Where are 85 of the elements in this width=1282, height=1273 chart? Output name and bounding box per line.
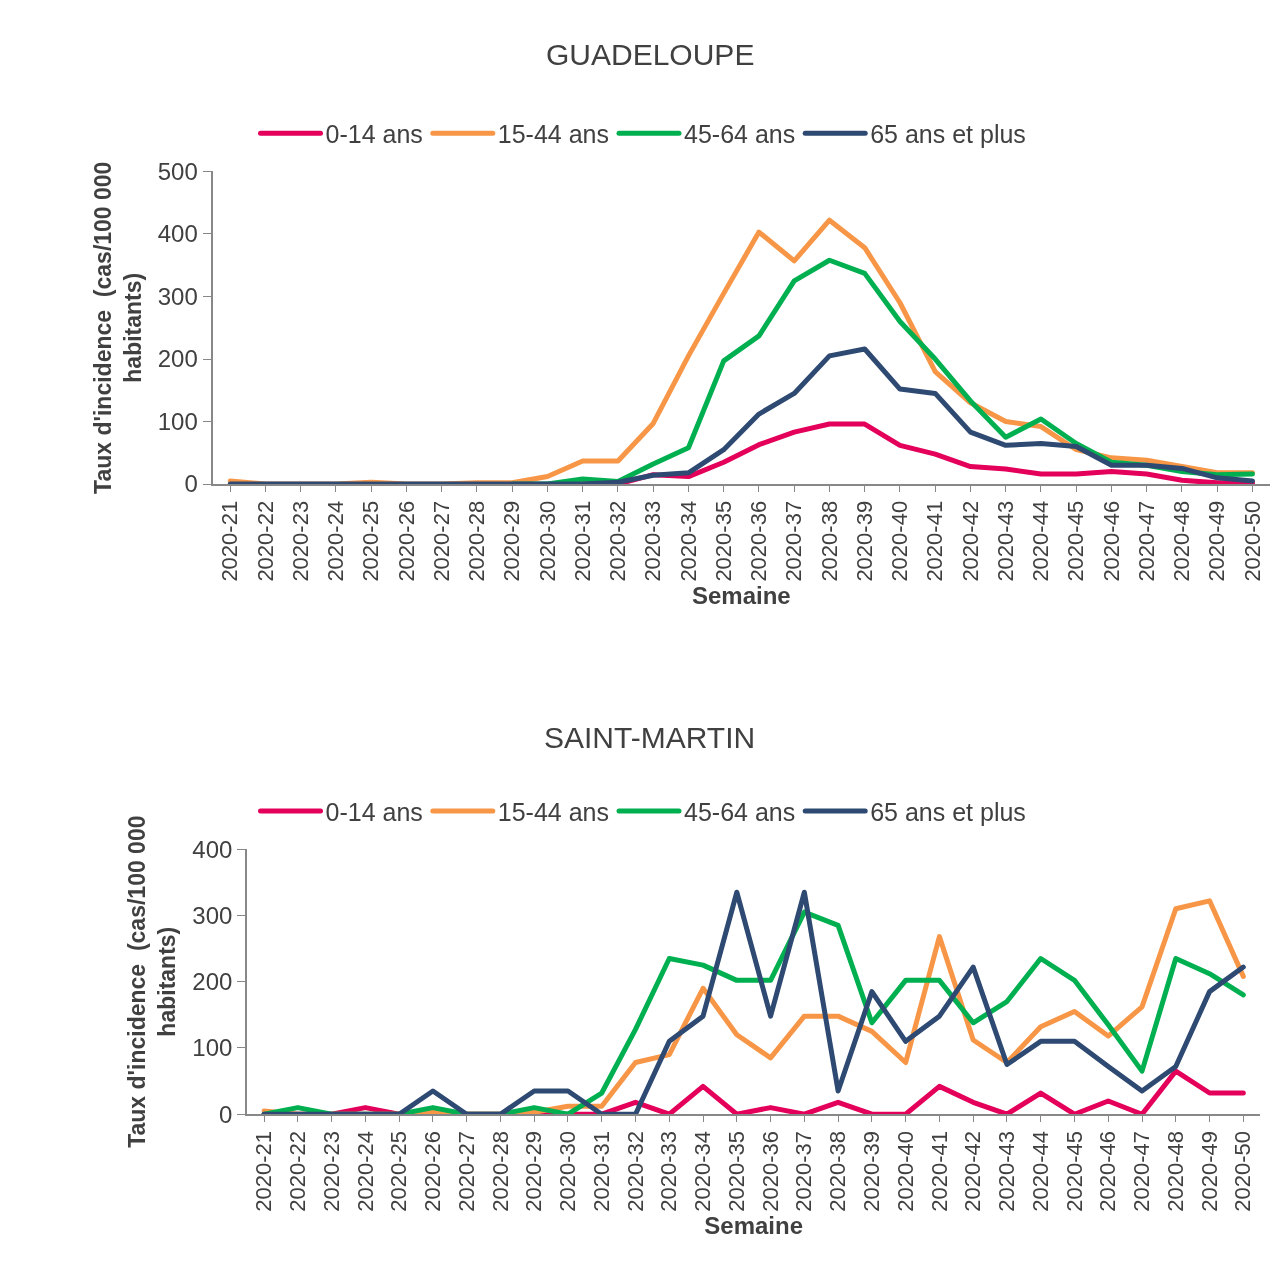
x-tick-label: 2020-30 (555, 1131, 581, 1212)
x-tick-label: 2020-48 (1162, 1131, 1188, 1212)
x-tick-label: 2020-26 (420, 1131, 446, 1212)
x-tick-label: 2020-24 (352, 1131, 378, 1212)
x-tick-label: 2020-29 (521, 1131, 547, 1212)
x-tick-label: 2020-38 (816, 500, 842, 582)
x-tick-label: 2020-43 (992, 500, 1018, 582)
y-tick-label: 400 (157, 220, 198, 248)
x-tick-label: 2020-33 (640, 500, 666, 582)
x-tick-label: 2020-22 (284, 1131, 310, 1212)
x-tick-label: 2020-29 (499, 500, 525, 582)
y-axis-title: Taux d'incidence (cas/100 000 habitants) (89, 161, 146, 494)
x-tick-label: 2020-24 (323, 500, 349, 582)
x-tick-label: 2020-21 (217, 500, 243, 582)
y-tick-label: 0 (184, 470, 198, 498)
x-axis-title: Semaine (704, 1211, 804, 1239)
x-tick-label: 2020-45 (1061, 1131, 1087, 1212)
x-tick-label: 2020-27 (453, 1131, 479, 1212)
x-tick-label: 2020-41 (926, 1131, 952, 1212)
y-tick-label: 200 (192, 968, 233, 996)
x-tick-label: 2020-46 (1098, 500, 1124, 582)
x-tick-label: 2020-39 (851, 500, 877, 582)
legend-label: 0-14 ans (325, 120, 423, 149)
y-tick-label: 200 (157, 345, 198, 373)
x-tick-label: 2020-47 (1133, 500, 1159, 582)
x-tick-label: 2020-43 (994, 1131, 1020, 1212)
y-tick-label: 300 (157, 282, 198, 310)
x-tick-label: 2020-28 (464, 500, 490, 582)
x-tick-label: 2020-31 (569, 500, 595, 582)
x-tick-label: 2020-25 (386, 1131, 412, 1212)
x-tick-label: 2020-44 (1027, 1131, 1053, 1212)
x-tick-label: 2020-22 (252, 500, 278, 582)
x-tick-label: 2020-28 (487, 1131, 513, 1212)
chart-title: SAINT-MARTIN (544, 721, 756, 754)
x-tick-label: 2020-23 (287, 500, 313, 582)
x-tick-label: 2020-34 (690, 1131, 716, 1212)
x-tick-label: 2020-38 (825, 1131, 851, 1212)
x-tick-label: 2020-33 (656, 1131, 682, 1212)
x-tick-label: 2020-41 (922, 500, 948, 582)
x-tick-label: 2020-48 (1169, 500, 1195, 582)
x-axis-title: Semaine (691, 581, 791, 609)
x-tick-label: 2020-23 (318, 1131, 344, 1212)
y-axis-title: Taux d'incidence (cas/100 000 habitants) (124, 815, 181, 1148)
x-tick-label: 2020-42 (960, 1131, 986, 1212)
x-tick-label: 2020-46 (1095, 1131, 1121, 1212)
x-tick-label: 2020-47 (1129, 1131, 1155, 1212)
x-tick-label: 2020-50 (1230, 1131, 1256, 1212)
x-tick-label: 2020-45 (1063, 500, 1089, 582)
y-tick-label: 100 (157, 407, 198, 435)
x-tick-label: 2020-49 (1196, 1131, 1222, 1212)
x-tick-label: 2020-44 (1028, 500, 1054, 582)
y-tick-label: 0 (219, 1100, 233, 1128)
x-tick-label: 2020-27 (428, 500, 454, 582)
legend-label: 45-64 ans (684, 120, 796, 149)
x-tick-label: 2020-35 (723, 1131, 749, 1212)
legend-label: 45-64 ans (684, 797, 796, 826)
x-tick-label: 2020-40 (892, 1131, 918, 1212)
legend-label: 65 ans et plus (870, 120, 1026, 149)
legend-label: 65 ans et plus (870, 797, 1026, 826)
y-tick-label: 100 (192, 1034, 233, 1062)
legend-label: 0-14 ans (325, 797, 423, 826)
x-tick-label: 2020-42 (957, 500, 983, 582)
y-tick-label: 300 (192, 901, 233, 929)
x-tick-label: 2020-40 (887, 500, 913, 582)
x-tick-label: 2020-31 (588, 1131, 614, 1212)
x-tick-label: 2020-49 (1204, 500, 1230, 582)
x-tick-label: 2020-32 (622, 1131, 648, 1212)
y-tick-label: 500 (157, 157, 198, 185)
x-tick-label: 2020-25 (358, 500, 384, 582)
x-tick-label: 2020-36 (757, 1131, 783, 1212)
legend-label: 15-44 ans (497, 797, 609, 826)
x-tick-label: 2020-21 (251, 1131, 277, 1212)
x-tick-label: 2020-50 (1239, 500, 1265, 582)
y-tick-label: 400 (192, 835, 233, 863)
x-tick-label: 2020-37 (781, 500, 807, 582)
x-tick-label: 2020-36 (746, 500, 772, 582)
chart-title: GUADELOUPE (546, 38, 755, 71)
x-tick-label: 2020-30 (534, 500, 560, 582)
x-tick-label: 2020-37 (791, 1131, 817, 1212)
x-tick-label: 2020-26 (393, 500, 419, 582)
legend-label: 15-44 ans (497, 120, 609, 149)
x-tick-label: 2020-34 (675, 500, 701, 582)
x-tick-label: 2020-39 (859, 1131, 885, 1212)
x-tick-label: 2020-32 (605, 500, 631, 582)
x-tick-label: 2020-35 (710, 500, 736, 582)
